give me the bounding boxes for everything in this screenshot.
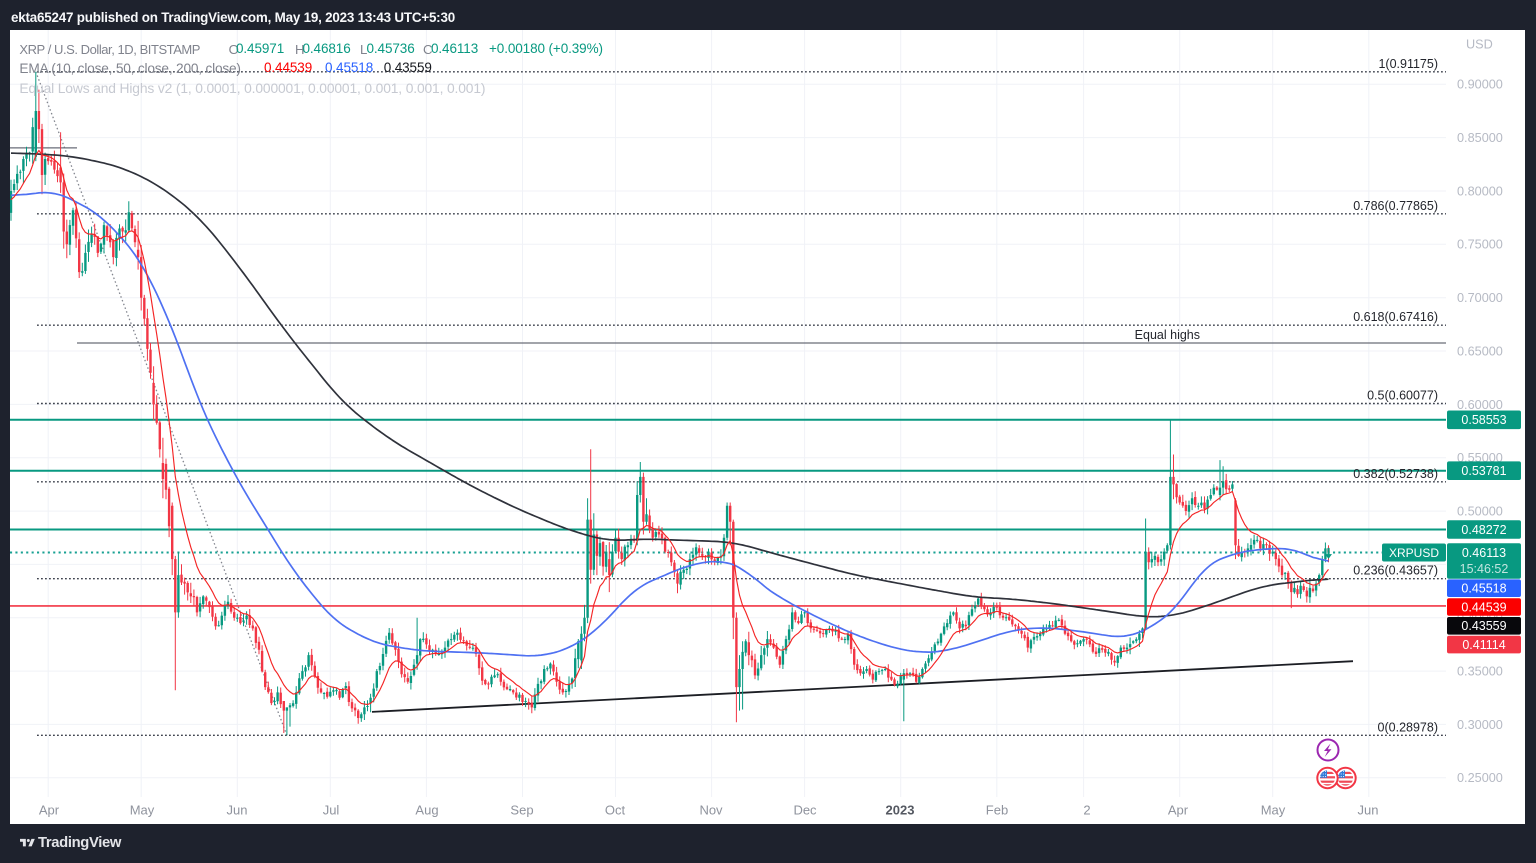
svg-text:Sep: Sep — [510, 803, 533, 818]
svg-text:XRPUSD: XRPUSD — [1389, 546, 1439, 560]
svg-text:0.46113: 0.46113 — [1462, 546, 1506, 560]
svg-text:0.53781: 0.53781 — [1461, 464, 1506, 478]
svg-text:0.45518: 0.45518 — [1461, 582, 1506, 596]
svg-text:0.30000: 0.30000 — [1457, 718, 1503, 732]
svg-text:0.618(0.67416): 0.618(0.67416) — [1353, 310, 1438, 324]
svg-text:0.48272: 0.48272 — [1461, 523, 1506, 537]
svg-text:0.41114: 0.41114 — [1462, 638, 1505, 652]
svg-text:0.60000: 0.60000 — [1457, 398, 1503, 412]
svg-text:May: May — [1261, 803, 1286, 818]
svg-text:0.90000: 0.90000 — [1457, 78, 1503, 92]
svg-text:1(0.91175): 1(0.91175) — [1378, 57, 1438, 71]
svg-text:Oct: Oct — [605, 803, 626, 818]
svg-text:2: 2 — [1083, 803, 1090, 818]
svg-text:Feb: Feb — [986, 803, 1008, 818]
svg-text:0.25000: 0.25000 — [1457, 771, 1503, 785]
svg-text:Apr: Apr — [1168, 803, 1189, 818]
svg-text:0.43559: 0.43559 — [1461, 619, 1506, 633]
svg-text:USD: USD — [1466, 38, 1493, 52]
svg-text:0.58553: 0.58553 — [1461, 413, 1506, 427]
svg-text:0.382(0.52738): 0.382(0.52738) — [1353, 467, 1438, 481]
svg-text:Aug: Aug — [415, 803, 438, 818]
svg-text:0.65000: 0.65000 — [1457, 344, 1503, 358]
svg-text:Equal highs: Equal highs — [1135, 328, 1200, 342]
svg-text:0.50000: 0.50000 — [1457, 505, 1503, 519]
svg-text:0(0.28978): 0(0.28978) — [1378, 720, 1438, 734]
svg-text:0.44539: 0.44539 — [1461, 600, 1506, 614]
svg-text:May: May — [130, 803, 155, 818]
svg-text:Jul: Jul — [323, 803, 340, 818]
svg-text:Jun: Jun — [1358, 803, 1379, 818]
svg-text:0.786(0.77865): 0.786(0.77865) — [1353, 199, 1438, 213]
svg-text:Dec: Dec — [793, 803, 817, 818]
svg-text:0.75000: 0.75000 — [1457, 238, 1503, 252]
svg-text:15:46:52: 15:46:52 — [1460, 562, 1509, 576]
svg-text:0.80000: 0.80000 — [1457, 184, 1503, 198]
svg-text:0.70000: 0.70000 — [1457, 291, 1503, 305]
svg-text:Apr: Apr — [39, 803, 60, 818]
svg-text:Jun: Jun — [227, 803, 248, 818]
svg-text:0.236(0.43657): 0.236(0.43657) — [1353, 564, 1438, 578]
svg-text:2023: 2023 — [886, 803, 915, 818]
svg-text:Nov: Nov — [699, 803, 723, 818]
svg-text:0.5(0.60077): 0.5(0.60077) — [1367, 389, 1438, 403]
svg-text:0.35000: 0.35000 — [1457, 665, 1503, 679]
svg-text:0.85000: 0.85000 — [1457, 131, 1503, 145]
